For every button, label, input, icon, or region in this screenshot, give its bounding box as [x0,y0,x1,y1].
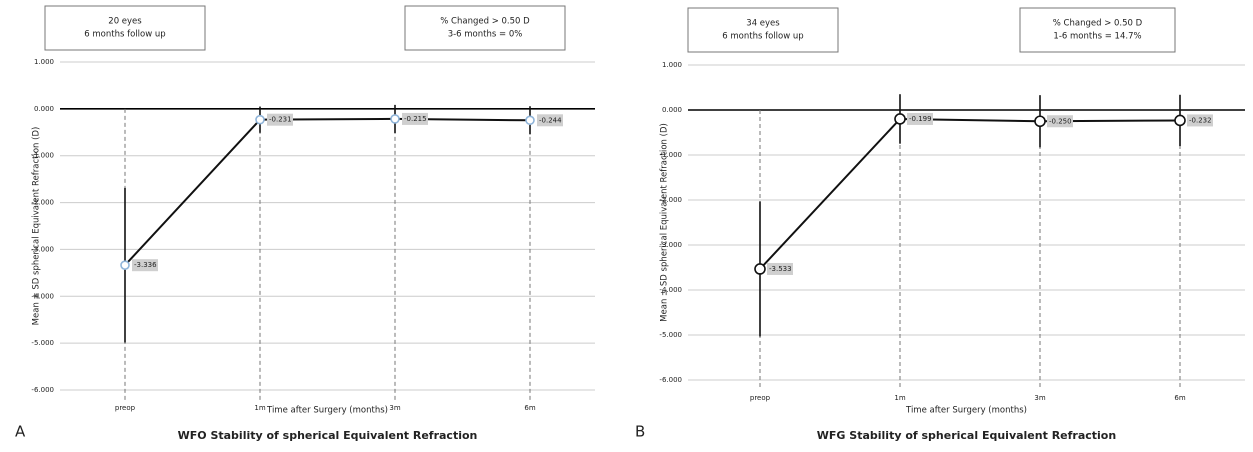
value-label-bg [132,259,158,272]
x-tick-label: 3m [1034,394,1045,402]
y-tick-label: -1.000 [31,152,54,160]
value-label-bg [767,262,793,275]
chart-title: WFO Stability of spherical Equivalent Re… [178,429,478,442]
value-label: -0.231 [269,116,292,124]
y-axis-label: Mean ± SD spherical Equivalent Refractio… [660,123,670,322]
y-tick-label: 0.000 [34,105,54,113]
annotation-box [44,5,206,51]
point [255,114,265,125]
value-label-bg [402,112,428,125]
annotation: 1-6 months = 14.7% [1053,32,1141,42]
y-tick-label: -2.000 [31,199,54,207]
x-tick-label: preop [750,394,771,402]
y-tick-label: -6.000 [659,376,682,384]
value-label: -3.533 [769,265,792,273]
y-tick-label: -1.000 [659,151,682,159]
point [754,263,766,275]
y-tick-label: -3.000 [659,241,682,249]
y-axis-label: Mean ± SD spherical Equivalent Refractio… [32,127,42,326]
x-tick-label: 6m [524,404,535,412]
x-tick-label: 1m [254,404,265,412]
panel-label: A [15,423,26,441]
y-tick-label: -5.000 [31,339,54,347]
value-label-bg [1047,115,1073,128]
point [894,113,906,125]
y-tick-label: 0.000 [662,106,682,114]
y-tick-label: -5.000 [659,331,682,339]
chart-title: WFG Stability of spherical Equivalent Re… [817,429,1116,442]
series-line [759,117,1181,270]
value-label: -0.250 [1049,117,1072,125]
x-tick-label: 6m [1174,394,1185,402]
x-tick-label: preop [115,404,136,412]
y-tick-label: -4.000 [659,286,682,294]
point [1174,114,1186,127]
point [525,115,535,126]
y-tick-label: -2.000 [659,196,682,204]
value-label-bg [537,114,563,127]
point [390,114,400,124]
annotation: % Changed > 0.50 D [440,17,530,27]
y-tick-label: -4.000 [31,292,54,300]
y-tick-label: 1.000 [34,58,54,66]
annotation: 20 eyes [108,17,142,27]
value-label: -3.336 [134,261,157,269]
point [1034,115,1046,128]
annotation-box [404,5,566,51]
value-label-bg [1187,114,1213,127]
x-axis-label: Time after Surgery (months) [905,406,1027,416]
value-label: -0.232 [1189,116,1212,124]
annotation: 6 months follow up [84,30,165,40]
value-label: -0.199 [909,115,932,123]
annotation: 34 eyes [746,19,780,29]
annotation-box [687,7,839,53]
value-label-bg [907,112,933,125]
annotation-box [1019,7,1176,53]
value-label-bg [267,113,293,126]
annotation: 3-6 months = 0% [448,30,523,40]
annotation: % Changed > 0.50 D [1053,19,1143,29]
series-line [124,117,531,266]
value-label: -0.244 [539,116,562,124]
panel-label: B [635,423,645,441]
x-tick-label: 1m [894,394,905,402]
y-tick-label: 1.000 [662,61,682,69]
annotation: 6 months follow up [722,32,803,42]
y-tick-label: -3.000 [31,245,54,253]
point [120,260,130,270]
x-axis-label: Time after Surgery (months) [266,406,388,416]
y-tick-label: -6.000 [31,386,54,394]
value-label: -0.215 [404,115,427,123]
x-tick-label: 3m [389,404,400,412]
